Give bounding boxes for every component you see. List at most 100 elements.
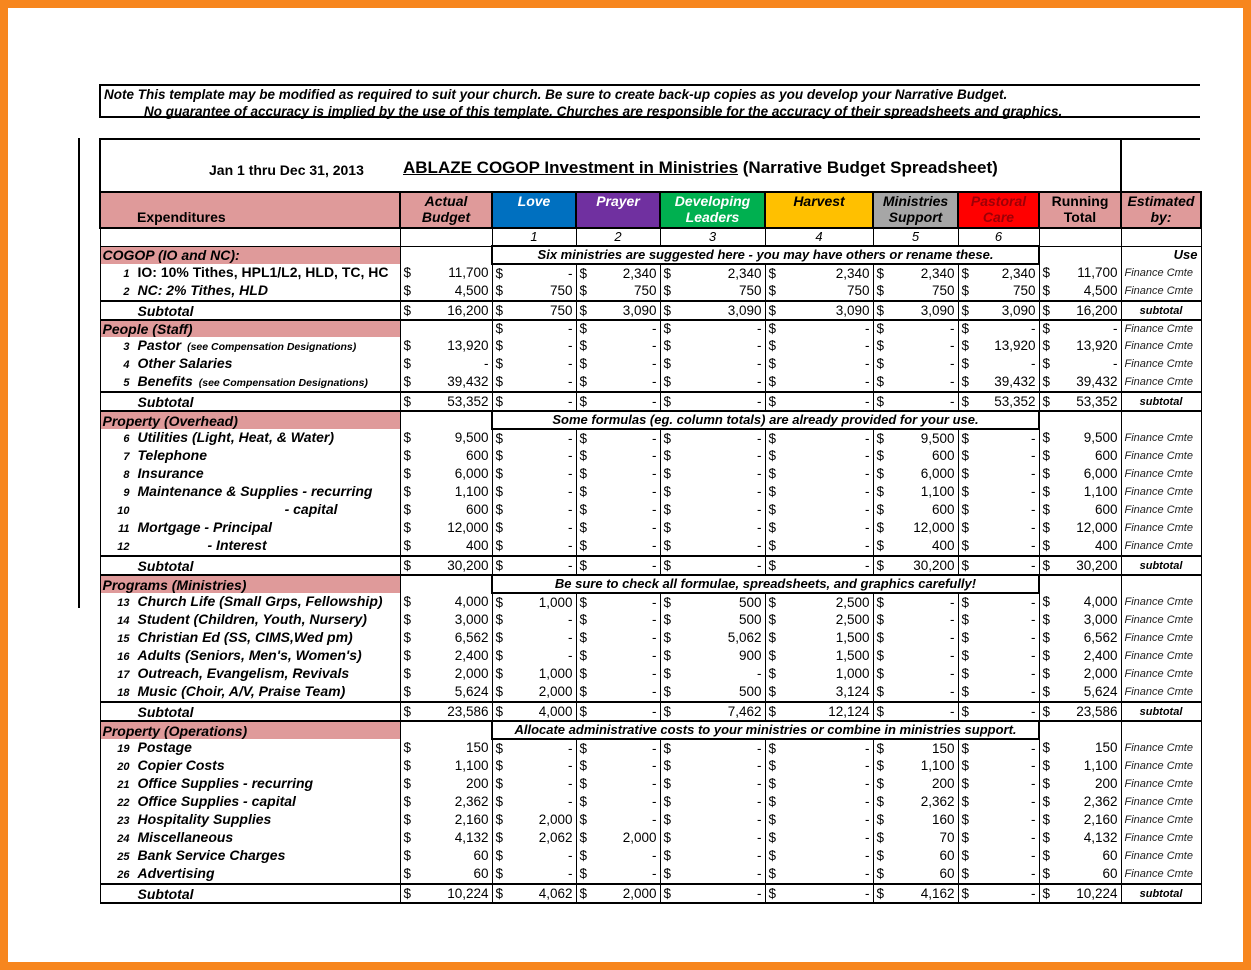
amount-value: 3,000 [1083, 612, 1118, 627]
amount-cell: $ - [659, 337, 766, 355]
amount-cell: $ - [575, 483, 661, 501]
amount-cell: $200 [872, 775, 959, 793]
currency-symbol: $ [961, 684, 970, 699]
amount-cell: $23,586 [1038, 701, 1122, 722]
amount-cell: $4,132 [399, 829, 493, 847]
amount-cell: $ - [659, 847, 766, 865]
amount-cell: $ - [764, 847, 874, 865]
amount-cell: $4,500 [1038, 282, 1122, 301]
amount-value: 39,432 [1076, 374, 1118, 389]
amount-value: 900 [738, 648, 762, 663]
amount-cell: $ - [659, 429, 766, 447]
amount-value: - [865, 321, 870, 336]
amount-cell: $ - [575, 501, 661, 519]
currency-symbol: $ [1042, 538, 1051, 553]
amount-value: 2,000 [1083, 666, 1118, 681]
blank-cell [1120, 227, 1202, 247]
amount-value: - [757, 374, 762, 389]
amount-cell: $1,000 [764, 665, 874, 683]
currency-symbol: $ [876, 612, 885, 627]
column-header-pastoral-care: Pastoral Care [957, 191, 1040, 229]
amount-cell: $ - [957, 629, 1040, 647]
amount-value: - [757, 502, 762, 517]
amount-value: - [652, 538, 657, 553]
section-note: Allocate administrative costs to your mi… [491, 720, 1040, 740]
amount-cell: $6,562 [1038, 629, 1122, 647]
column-header-harvest: Harvest [764, 191, 874, 229]
amount-cell: $2,340 [575, 264, 661, 282]
amount-cell: $11,700 [399, 264, 493, 282]
currency-symbol: $ [403, 612, 412, 627]
currency-symbol: $ [876, 393, 885, 409]
amount-value: - [950, 666, 955, 681]
line-item-text: Benefits [137, 373, 193, 389]
line-item-label: 9 Maintenance & Supplies - recurring [99, 483, 401, 501]
estimated-by-cell: Finance Cmte [1120, 739, 1202, 757]
line-item-label: 11 Mortgage - Principal [99, 519, 401, 537]
currency-symbol: $ [579, 594, 588, 610]
currency-symbol: $ [876, 684, 885, 699]
currency-symbol: $ [1042, 866, 1051, 881]
line-number: 2 [123, 286, 130, 298]
amount-value: 600 [931, 448, 955, 463]
currency-symbol: $ [663, 740, 672, 756]
line-item-label: 3 Pastor (see Compensation Designations) [99, 337, 401, 355]
amount-cell: $ - [957, 465, 1040, 483]
currency-symbol: $ [495, 538, 504, 553]
currency-symbol: $ [876, 356, 885, 371]
amount-value: - [950, 321, 955, 336]
amount-cell: $ - [957, 683, 1040, 702]
currency-symbol: $ [768, 502, 777, 517]
table-row: 18 Music (Choir, A/V, Praise Team) $5,624 $… [99, 683, 1202, 702]
section-note: Be sure to check all formulae, spreadshe… [491, 574, 1040, 594]
currency-symbol: $ [495, 684, 504, 699]
amount-value: - [568, 557, 573, 573]
amount-value: - [1031, 703, 1036, 719]
currency-symbol: $ [1042, 666, 1051, 681]
amount-value: - [757, 812, 762, 827]
currency-symbol: $ [1042, 557, 1051, 573]
amount-cell: $4,000 [1038, 593, 1122, 611]
blank-cell [399, 246, 493, 264]
header-text-line: Actual [424, 193, 468, 209]
amount-value: 12,000 [1076, 520, 1118, 535]
column-header-running-total: Running Total [1038, 191, 1122, 229]
amount-cell: $1,100 [872, 483, 959, 501]
section-header-row: COGOP (IO and NC): Six ministries are sug… [99, 245, 1202, 265]
amount-value: - [652, 758, 657, 773]
currency-symbol: $ [768, 794, 777, 809]
amount-value: - [757, 466, 762, 481]
amount-value: - [1031, 758, 1036, 773]
line-item-text: Advertising [137, 865, 215, 881]
amount-value: 23,586 [1076, 703, 1118, 719]
amount-value: 2,362 [1083, 794, 1118, 809]
amount-value: - [652, 866, 657, 881]
amount-value: 6,000 [920, 466, 955, 481]
amount-value: 53,352 [447, 393, 489, 409]
currency-symbol: $ [495, 338, 504, 353]
blank-cell [1038, 721, 1122, 739]
amount-value: 1,000 [538, 594, 573, 610]
amount-value: - [865, 338, 870, 353]
table-row: 12- Interest $400 $ - $ - $ - $ - $400 $ - $400 Financ… [99, 537, 1202, 556]
amount-cell: $53,352 [1038, 391, 1122, 412]
estimated-by-cell: Finance Cmte [1120, 373, 1202, 392]
amount-value: - [652, 356, 657, 371]
page-title: ABLAZE COGOP Investment in Ministries (N… [403, 158, 998, 178]
amount-cell: $2,362 [399, 793, 493, 811]
amount-cell: $2,160 [1038, 811, 1122, 829]
table-row: 14 Student (Children, Youth, Nursery) $3,0… [99, 611, 1202, 629]
currency-symbol: $ [768, 283, 777, 298]
ministry-number: 5 [872, 227, 959, 247]
currency-symbol: $ [663, 502, 672, 517]
amount-cell: $ - [659, 757, 766, 775]
amount-cell: $ - [872, 593, 959, 611]
estimated-by-cell: subtotal [1120, 391, 1202, 412]
estimated-by-cell: Finance Cmte [1120, 629, 1202, 647]
currency-symbol: $ [403, 484, 412, 499]
amount-cell: $600 [872, 447, 959, 465]
amount-cell: $ - [575, 629, 661, 647]
amount-cell: $ - [659, 373, 766, 392]
currency-symbol: $ [768, 466, 777, 481]
header-text-line: Prayer [596, 193, 640, 209]
